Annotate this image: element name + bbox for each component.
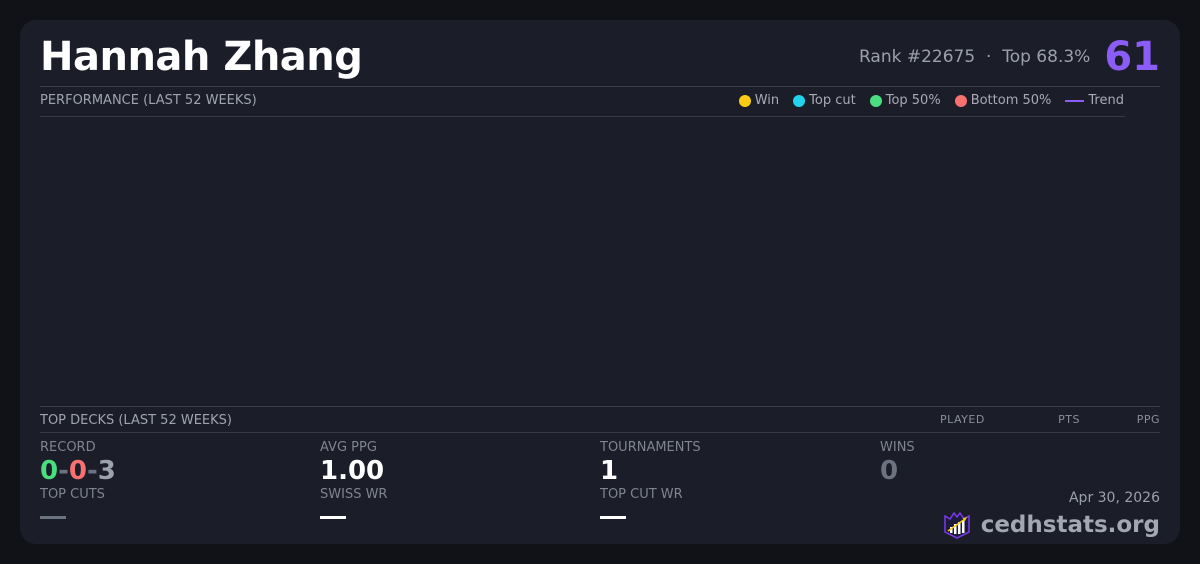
top-decks-label: TOP DECKS (LAST 52 WEEKS)	[40, 413, 232, 428]
player-name: Hannah Zhang	[40, 34, 363, 80]
wins-value: 0	[880, 456, 899, 486]
record-label: RECORD	[40, 440, 96, 455]
stat-avg-ppg: AVG PPG 1.00 SWISS WR	[320, 440, 580, 519]
performance-chart-area	[40, 117, 1125, 406]
swiss-wr-label: SWISS WR	[320, 487, 388, 502]
brand-name: cedhstats.org	[980, 512, 1160, 538]
player-card: Hannah Zhang Rank #22675 · Top 68.3% 61 …	[20, 20, 1180, 544]
player-score: 61	[1104, 34, 1160, 80]
stat-wins: WINS 0	[880, 440, 1140, 487]
date: Apr 30, 2026	[1068, 490, 1160, 506]
top-cuts-value	[40, 516, 66, 519]
legend-top-50: Top 50%	[869, 93, 941, 108]
col-ppg: PPG	[1136, 413, 1160, 426]
divider	[40, 432, 1160, 433]
wins-label: WINS	[880, 440, 915, 455]
rank: Rank #22675 · Top 68.3%	[858, 47, 1091, 67]
divider	[40, 406, 1160, 407]
col-pts: PTS	[1058, 413, 1080, 426]
legend-bottom-50: Bottom 50%	[954, 93, 1051, 108]
stat-record: RECORD 0-0-3 TOP CUTS	[40, 440, 300, 519]
record-value: 0-0-3	[40, 456, 116, 486]
divider	[40, 86, 1160, 87]
tournaments-label: TOURNAMENTS	[600, 440, 701, 455]
avg-ppg-label: AVG PPG	[320, 440, 377, 455]
top-cut-wr-value	[600, 516, 626, 519]
top-decks-columns: PLAYED PTS PPG	[940, 413, 1160, 426]
legend-trend: Trend	[1065, 93, 1124, 108]
tournaments-value: 1	[600, 456, 619, 486]
stat-tournaments: TOURNAMENTS 1 TOP CUT WR	[600, 440, 860, 519]
legend-top-cut: Top cut	[793, 93, 856, 108]
brand-logo: cedhstats.org	[943, 510, 1160, 540]
top-cut-wr-label: TOP CUT WR	[600, 487, 683, 502]
legend-win: Win	[738, 93, 779, 108]
top-cuts-label: TOP CUTS	[40, 487, 105, 502]
chart-legend: Win Top cut Top 50% Bottom 50% Trend	[738, 93, 1124, 108]
divider	[40, 116, 1125, 117]
col-played: PLAYED	[940, 413, 985, 426]
performance-label: PERFORMANCE (LAST 52 WEEKS)	[40, 93, 257, 108]
cedhstats-logo-icon	[943, 511, 970, 539]
rank-box: Rank #22675 · Top 68.3% 61	[859, 34, 1160, 80]
avg-ppg-value: 1.00	[320, 456, 385, 486]
swiss-wr-value	[320, 516, 346, 519]
